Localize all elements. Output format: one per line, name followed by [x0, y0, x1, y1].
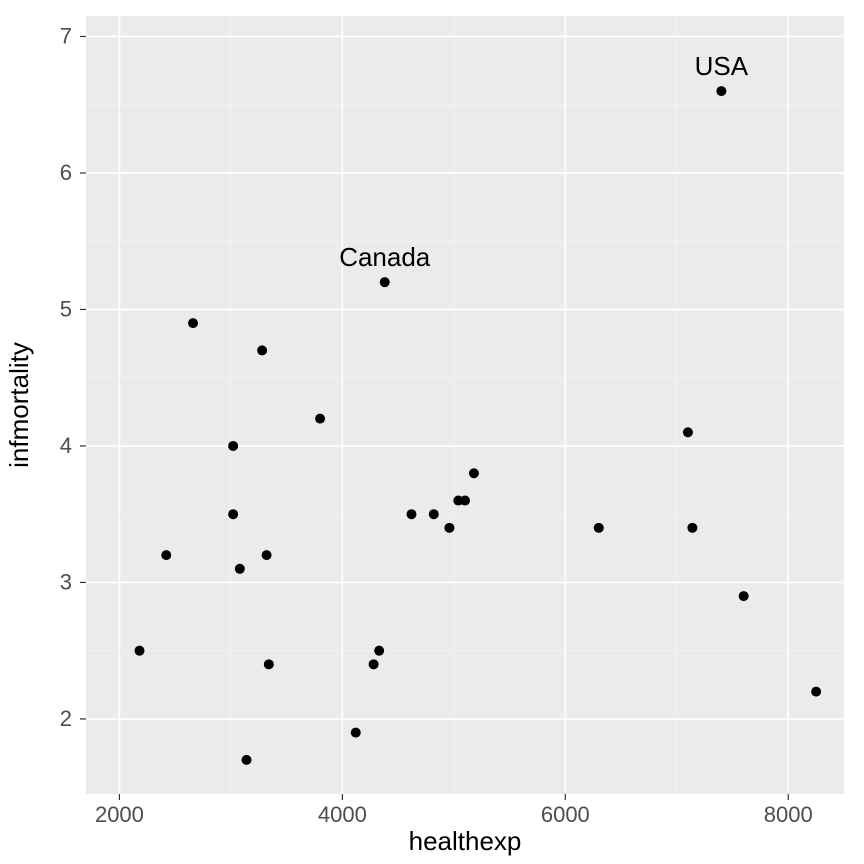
data-point: [369, 659, 379, 669]
data-point: [380, 277, 390, 287]
data-point: [228, 509, 238, 519]
data-point: [429, 509, 439, 519]
scatter-chart: 2000 4000 6000 8000 2 3 4 5 6 7 healthexp infmortal…: [0, 0, 864, 864]
data-point: [444, 523, 454, 533]
data-point: [228, 441, 238, 451]
data-point: [469, 468, 479, 478]
data-point: [188, 318, 198, 328]
data-point: [406, 509, 416, 519]
y-tick-label: 4: [60, 433, 72, 458]
y-tick-label: 2: [60, 706, 72, 731]
x-axis-ticks: 2000 4000 6000 8000: [95, 794, 813, 827]
data-point: [264, 659, 274, 669]
data-point: [687, 523, 697, 533]
y-tick-label: 3: [60, 569, 72, 594]
chart-svg: 2000 4000 6000 8000 2 3 4 5 6 7 healthexp infmortal…: [0, 0, 864, 864]
annotation-label: USA: [695, 51, 749, 81]
data-point: [135, 646, 145, 656]
data-point: [161, 550, 171, 560]
data-point: [716, 86, 726, 96]
x-tick-label: 8000: [764, 802, 813, 827]
plot-panel: [86, 16, 844, 794]
data-point: [683, 427, 693, 437]
y-tick-label: 5: [60, 296, 72, 321]
x-tick-label: 4000: [318, 802, 367, 827]
data-point: [257, 345, 267, 355]
data-point: [460, 496, 470, 506]
x-axis-title: healthexp: [409, 826, 522, 856]
data-point: [811, 687, 821, 697]
data-point: [262, 550, 272, 560]
data-point: [242, 755, 252, 765]
y-axis-title: infmortality: [4, 342, 34, 468]
data-point: [594, 523, 604, 533]
annotation-label: Canada: [339, 242, 431, 272]
x-tick-label: 6000: [541, 802, 590, 827]
y-tick-label: 6: [60, 160, 72, 185]
y-axis-ticks: 2 3 4 5 6 7: [60, 23, 86, 730]
y-tick-label: 7: [60, 23, 72, 48]
data-point: [315, 414, 325, 424]
data-point: [374, 646, 384, 656]
data-point: [351, 728, 361, 738]
data-point: [739, 591, 749, 601]
data-point: [235, 564, 245, 574]
x-tick-label: 2000: [95, 802, 144, 827]
